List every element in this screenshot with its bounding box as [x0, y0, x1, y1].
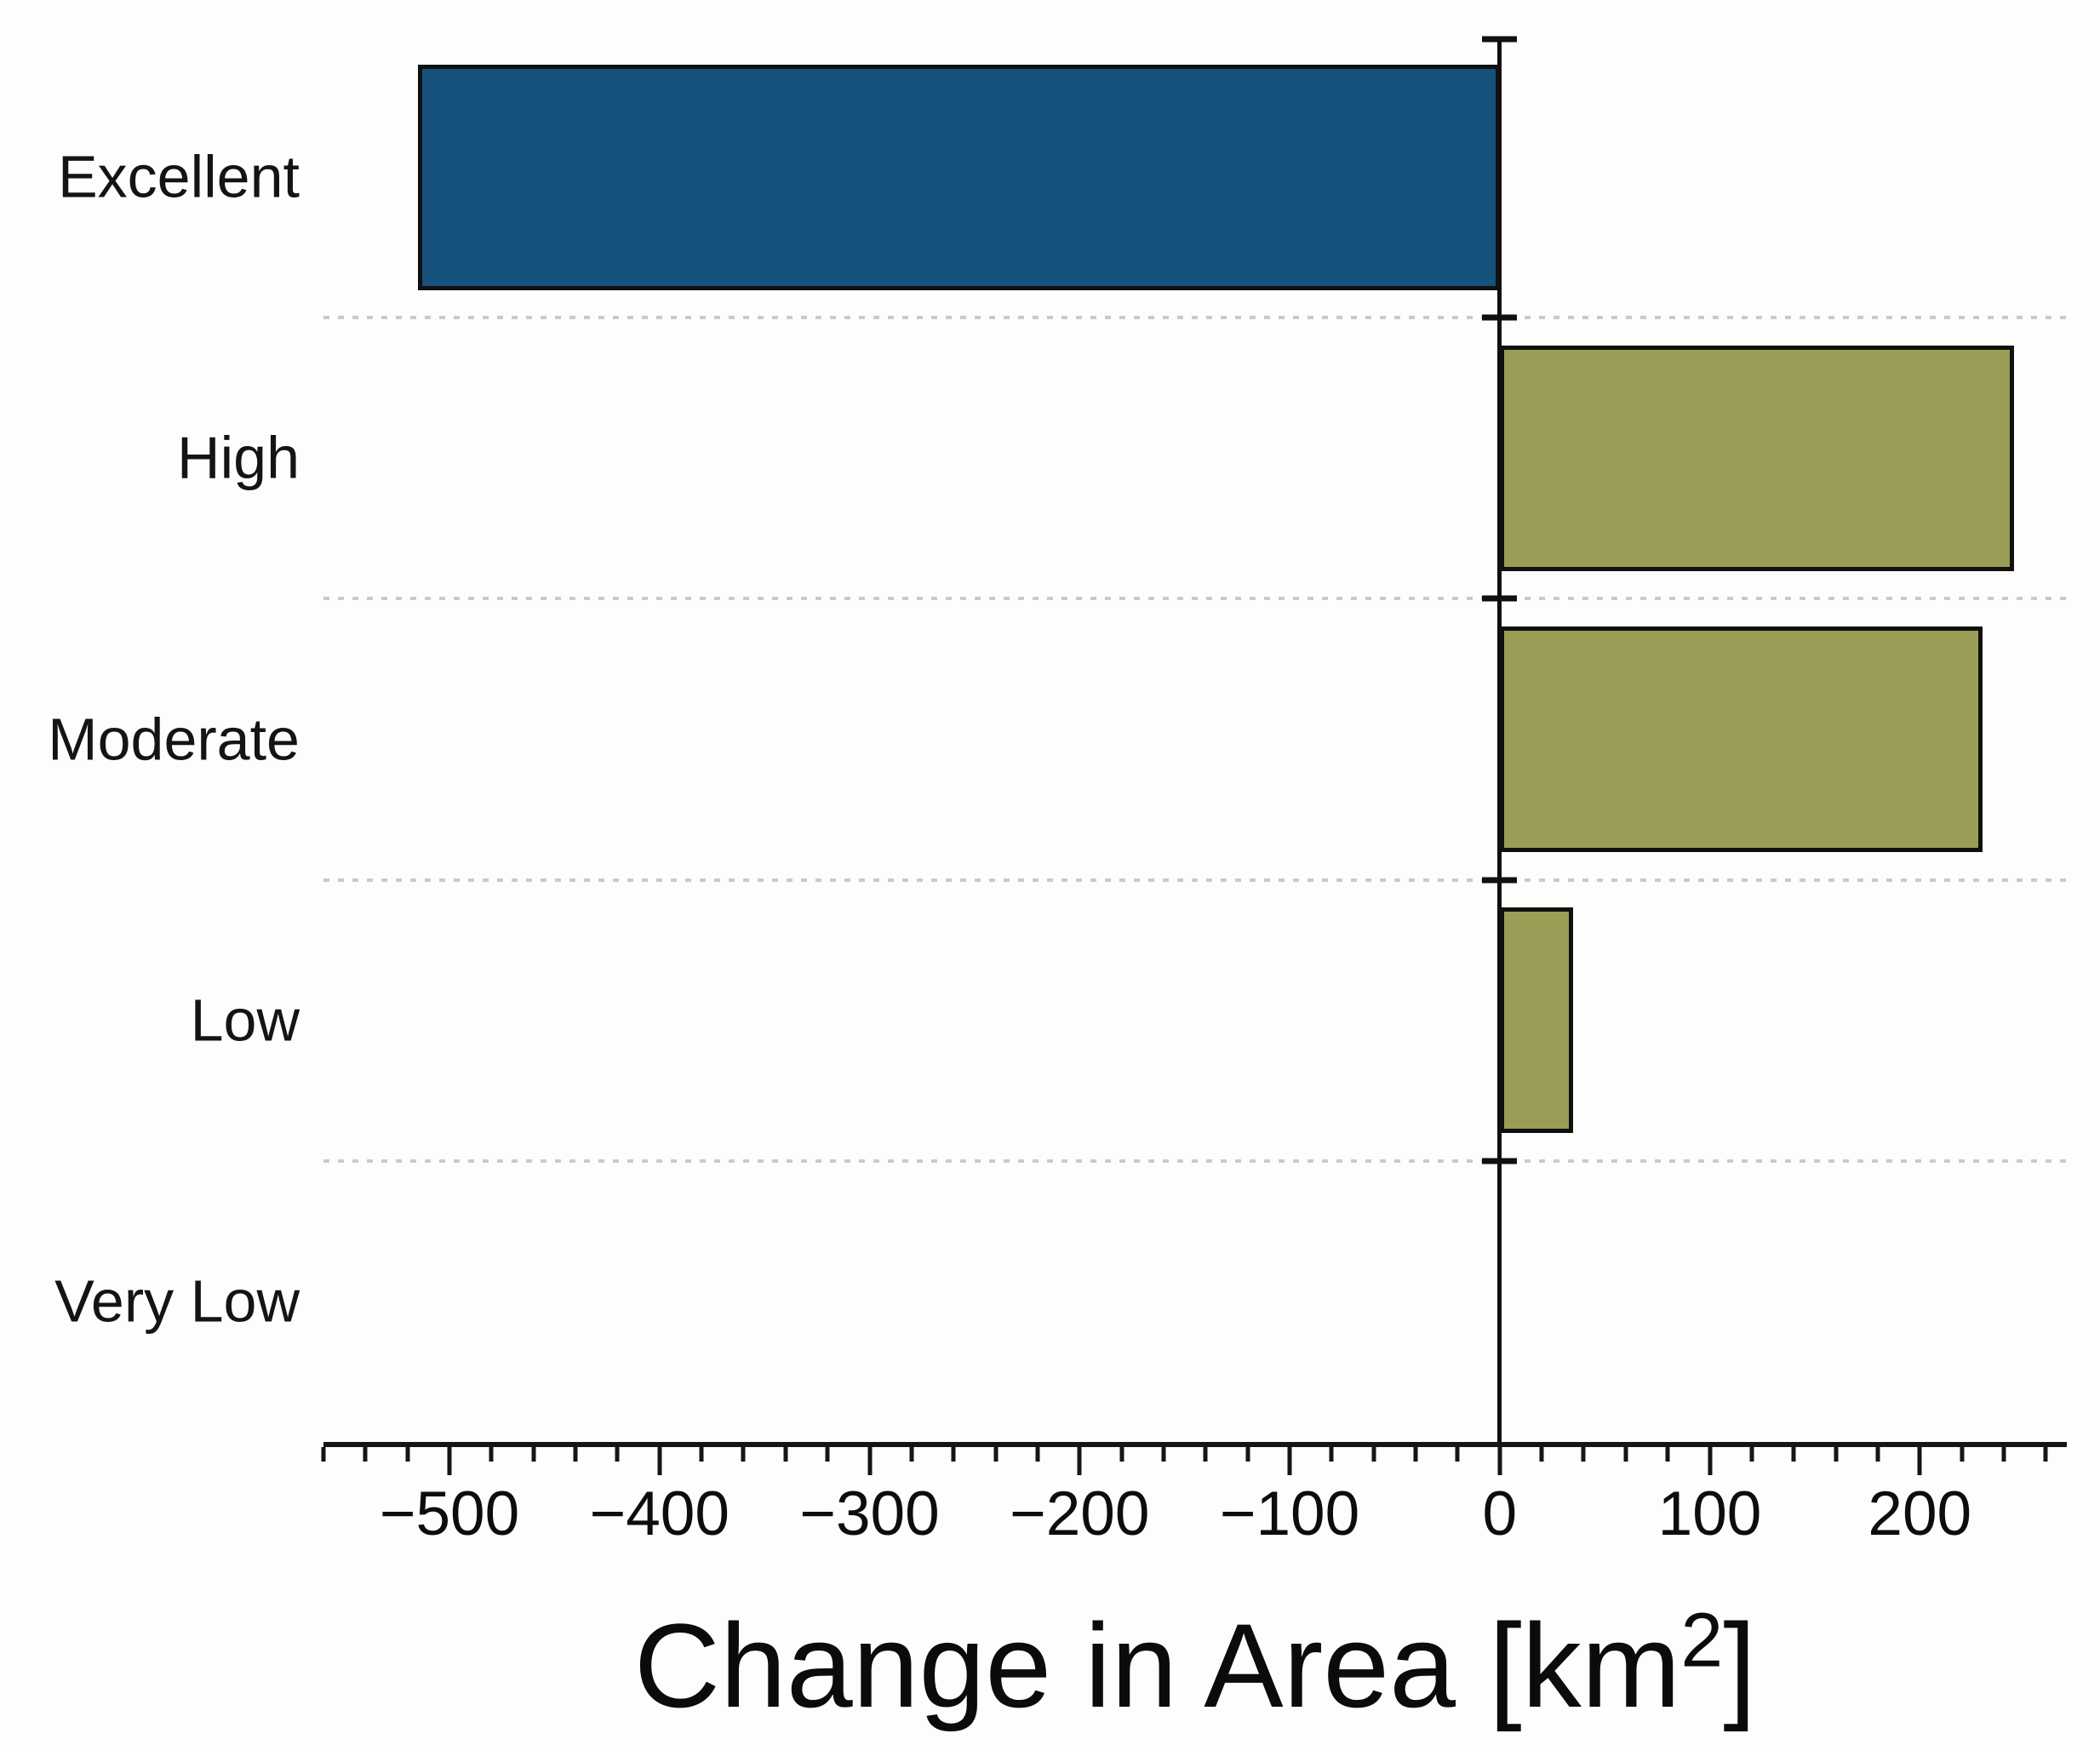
x-axis-title: Change in Area [km2]: [323, 1600, 2067, 1731]
category-label-very-low: Very Low: [54, 1267, 300, 1335]
x-minor-tick-20: [1539, 1447, 1544, 1462]
x-minor-tick--60: [1371, 1447, 1376, 1462]
category-label-high: High: [177, 424, 300, 491]
x-minor-tick--540: [363, 1447, 368, 1462]
x-major-tick--300: [867, 1447, 873, 1475]
x-minor-tick--160: [1161, 1447, 1166, 1462]
x-minor-tick--260: [951, 1447, 956, 1462]
plot-area: [323, 36, 2067, 1442]
x-tick-label--100: −100: [1219, 1479, 1360, 1548]
x-minor-tick--120: [1245, 1447, 1250, 1462]
x-minor-tick--140: [1203, 1447, 1208, 1462]
category-gridline: [323, 316, 2067, 320]
bar-low: [1499, 907, 1574, 1134]
category-label-excellent: Excellent: [57, 143, 300, 210]
x-minor-tick-180: [1875, 1447, 1880, 1462]
zero-baseline: [1482, 36, 1518, 1442]
x-minor-tick--80: [1329, 1447, 1334, 1462]
zero-line-crossing-tick: [1482, 1158, 1518, 1164]
x-tick-label--500: −500: [379, 1479, 520, 1548]
x-minor-tick--440: [573, 1447, 578, 1462]
x-minor-tick--460: [531, 1447, 536, 1462]
x-minor-tick--360: [741, 1447, 746, 1462]
x-major-tick-200: [1917, 1447, 1922, 1475]
category-label-moderate: Moderate: [48, 706, 300, 772]
x-minor-tick--220: [1035, 1447, 1040, 1462]
x-axis-title-text: Change in Area [km: [633, 1599, 1681, 1732]
x-major-tick-100: [1708, 1447, 1713, 1475]
x-minor-tick-80: [1665, 1447, 1670, 1462]
x-minor-tick--240: [993, 1447, 999, 1462]
x-major-tick--400: [657, 1447, 662, 1475]
x-minor-tick-240: [2001, 1447, 2006, 1462]
x-minor-tick--480: [489, 1447, 494, 1462]
zero-line-crossing-tick: [1482, 36, 1518, 43]
category-gridline: [323, 1159, 2067, 1163]
x-tick-label--200: −200: [1010, 1479, 1150, 1548]
x-minor-tick--20: [1455, 1447, 1460, 1462]
x-major-tick-0: [1497, 1447, 1502, 1475]
x-minor-tick--320: [825, 1447, 830, 1462]
x-axis-line: [323, 1442, 2067, 1447]
x-major-tick--100: [1287, 1447, 1292, 1475]
x-tick-label-100: 100: [1657, 1479, 1762, 1548]
x-minor-tick-120: [1749, 1447, 1754, 1462]
x-tick-label-200: 200: [1868, 1479, 1972, 1548]
x-minor-tick-260: [2043, 1447, 2048, 1462]
x-tick-label--400: −400: [589, 1479, 730, 1548]
x-minor-tick--180: [1119, 1447, 1124, 1462]
x-minor-tick--560: [321, 1447, 326, 1462]
x-minor-tick--420: [615, 1447, 620, 1462]
category-label-low: Low: [190, 987, 300, 1054]
x-tick-label-0: 0: [1482, 1479, 1518, 1548]
x-minor-tick--380: [699, 1447, 704, 1462]
x-minor-tick--40: [1413, 1447, 1418, 1462]
x-axis-title-close: ]: [1723, 1599, 1757, 1732]
bar-excellent: [418, 64, 1500, 290]
x-minor-tick-160: [1834, 1447, 1839, 1462]
x-minor-tick--340: [783, 1447, 788, 1462]
bar-moderate: [1499, 626, 1983, 852]
x-minor-tick--280: [909, 1447, 914, 1462]
x-minor-tick--520: [405, 1447, 410, 1462]
zero-line-crossing-tick: [1482, 314, 1518, 321]
category-gridline: [323, 878, 2067, 882]
x-minor-tick-60: [1623, 1447, 1628, 1462]
x-axis-title-superscript: 2: [1680, 1597, 1724, 1683]
x-major-tick--200: [1077, 1447, 1082, 1475]
zero-line-crossing-tick: [1482, 595, 1518, 602]
x-major-tick--500: [447, 1447, 452, 1475]
x-minor-tick-220: [1960, 1447, 1965, 1462]
category-gridline: [323, 597, 2067, 601]
x-minor-tick-40: [1581, 1447, 1586, 1462]
zero-line-crossing-tick: [1482, 877, 1518, 884]
x-tick-label--300: −300: [799, 1479, 940, 1548]
x-minor-tick-140: [1791, 1447, 1796, 1462]
bar-high: [1499, 345, 2015, 571]
